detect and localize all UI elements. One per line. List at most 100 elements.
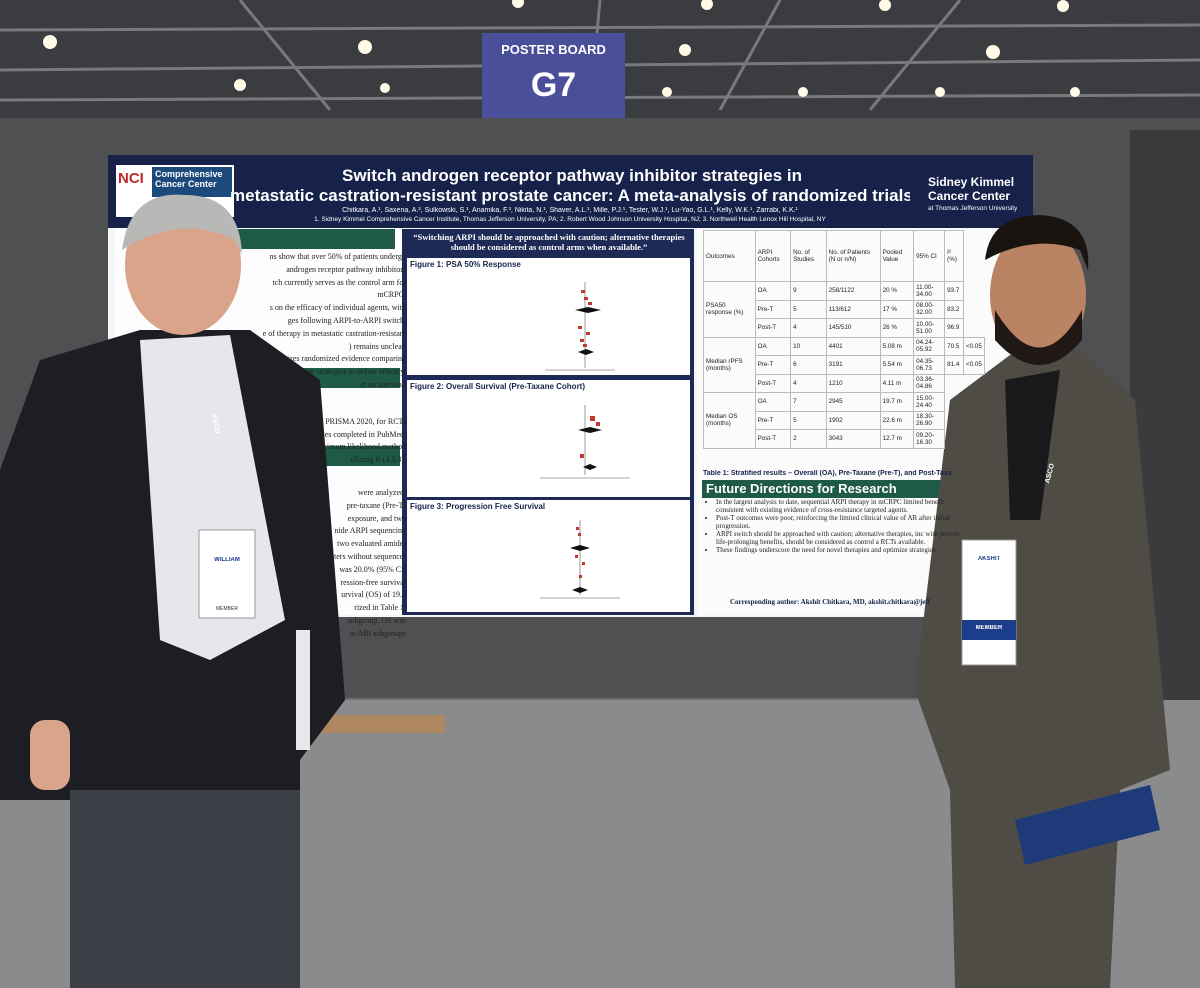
left-text-line: s on the efficacy of individual agents, … — [269, 303, 406, 313]
future-bullet: Post-T outcomes were poor, reinforcing t… — [716, 514, 968, 530]
table-cell: 10.00-51.00 — [913, 318, 946, 338]
left-text-line: androgen receptor pathway inhibitors — [286, 264, 406, 274]
table-cell: 04.24-05.92 — [913, 336, 946, 356]
table-cell: 9 — [790, 281, 827, 301]
figure-title: Figure 1: PSA 50% Response — [410, 260, 521, 269]
table-cell: 4 — [790, 318, 827, 338]
table-cell: Post-T — [754, 318, 792, 338]
table-cell: 10 — [790, 336, 827, 356]
table-row: Pre-T 5 113/612 17 % 08.00-32.00 83.2 — [704, 299, 985, 319]
future-bar — [702, 480, 954, 498]
figure-panel — [407, 258, 690, 375]
table-cell: 09.20-16.30 — [913, 429, 946, 449]
table-cell: 26 % — [879, 318, 915, 338]
banner-sign — [482, 33, 625, 123]
table-cell: 08.00-32.00 — [913, 299, 946, 319]
table-cell: 5 — [790, 299, 827, 319]
table-cell: 20 % — [879, 281, 915, 301]
table-cell: Pre-T — [754, 299, 792, 319]
banner-board: G7 — [530, 66, 577, 104]
future-bullet: These findings underscore the need for n… — [716, 546, 968, 554]
right-person-face — [990, 227, 1086, 363]
left-text-line: was 20.0% (95% CI: — [339, 564, 406, 574]
table-cell: 96.9 — [944, 318, 964, 338]
table-cell: 6 — [790, 355, 827, 375]
table-cell: 4401 — [825, 336, 881, 356]
table-cell: 5.08 m — [879, 336, 915, 356]
table-header: No. of Studies — [790, 230, 827, 282]
results-table: Outcomes ARPI Cohorts No. of Studies No. of… — [703, 230, 985, 449]
left-text-line: to ABI subgroups — [349, 628, 406, 638]
figure-title: Figure 3: Progression Free Survival — [410, 502, 546, 511]
left-text-line: ression-free survival — [340, 577, 406, 587]
badge-type: MEMBER — [216, 606, 238, 612]
poster-quote: “Switching ARPI should be approached wit… — [413, 232, 685, 252]
corresponding-author: Corresponding author: Akshit Chitkara, M… — [730, 598, 931, 606]
table-header: ARPI Cohorts — [754, 230, 792, 282]
table-cell: 5.54 m — [879, 355, 915, 375]
left-person-hair — [122, 194, 242, 255]
figure-title: Figure 2: Overall Survival (Pre-Taxane C… — [410, 382, 586, 391]
table-header: No. of Patients (N or n/N) — [825, 230, 881, 282]
table-cell: Post-T — [754, 373, 792, 393]
table-cell: 70.5 — [944, 336, 964, 356]
left-person-trousers — [70, 790, 300, 988]
right-person-brochure — [1015, 785, 1160, 865]
left-text-line: two evaluated amide- — [337, 539, 406, 549]
table-row: Median OS (months) OA 7 2945 19.7 m 15.00-24.… — [703, 392, 985, 449]
left-person-papers — [296, 630, 310, 750]
left-person-hand — [30, 720, 70, 790]
table-cell: 1210 — [825, 373, 881, 393]
skcc-subtitle: at Thomas Jefferson University — [928, 205, 1018, 212]
table-cell: 22.6 m — [879, 410, 915, 430]
table-cell: 5 — [790, 410, 827, 430]
table-cell: 11.00-34.00 — [913, 281, 946, 301]
left-text-line: pre-taxane (Pre-T) — [346, 500, 406, 510]
left-text-line: nide ARPI sequencing — [334, 526, 406, 536]
section-bar — [230, 229, 395, 249]
left-text-line: rized in Table 1. — [354, 603, 406, 613]
badge-type: MEMBER — [975, 625, 1003, 631]
left-text-line: were analyzed. — [358, 488, 406, 497]
table-row: Pre-T 5 1902 22.6 m 18.30-26.90 — [704, 410, 985, 430]
table-group-label: PSA50 response (%) — [703, 281, 756, 338]
table-header: Pooled Value — [879, 230, 915, 282]
table-caption: Table 1: Stratified results – Overall (O… — [703, 470, 952, 477]
future-bullet: ARPI switch should be approached with ca… — [716, 530, 968, 546]
table-group-label: Median rPFS (months) — [703, 336, 756, 393]
table-cell: 2945 — [825, 392, 881, 412]
table-cell: 03.36-04.86 — [913, 373, 946, 393]
nci-logo-band — [152, 167, 232, 197]
left-text-line: es completed in PubMed, — [324, 429, 406, 439]
table-cell: OA — [754, 392, 792, 412]
table-cell: <0.05 — [963, 336, 985, 356]
left-text-line: mCRPC. — [377, 290, 406, 300]
table-cell: 145/510 — [825, 318, 881, 338]
left-text-line: ) remains unclear. — [348, 341, 406, 351]
table-header: 95% CI — [913, 230, 946, 282]
table-header: Outcomes — [703, 230, 756, 282]
poster-authors: Chitkara, A.¹, Saxena, A.², Sulkowski, S… — [342, 207, 798, 214]
figure-panel — [407, 500, 690, 612]
left-text-line: ns show that over 50% of patients underg… — [269, 252, 407, 261]
table-cell: 3191 — [825, 355, 881, 375]
left-text-line: ct on survival. — [360, 380, 406, 389]
left-text-line: exposure, and two — [347, 513, 406, 523]
left-text-line: tch currently serves as the control arm … — [272, 277, 406, 287]
table-row: Post-T 4 145/510 26 % 10.00-51.00 96.9 — [704, 318, 985, 338]
left-text-line: ges following ARPI-to-ARPI switch. — [287, 316, 406, 325]
table-cell: OA — [754, 336, 792, 356]
left-badge — [198, 529, 256, 619]
table-cell: Post-T — [754, 429, 792, 449]
table-cell: OA — [754, 281, 792, 301]
table-cell: 3043 — [825, 429, 881, 449]
poster-tube — [310, 715, 445, 733]
table-row: PSA50 response (%) OA 9 258/1122 20 % 11.00-3… — [703, 281, 985, 338]
left-text-line: e of therapy in metastatic castration-re… — [262, 328, 406, 338]
table-cell: Pre-T — [754, 410, 792, 430]
banner-label: POSTER BOARD — [501, 42, 606, 57]
forest-plot-lines — [540, 282, 630, 599]
table-cell: 1902 — [825, 410, 881, 430]
